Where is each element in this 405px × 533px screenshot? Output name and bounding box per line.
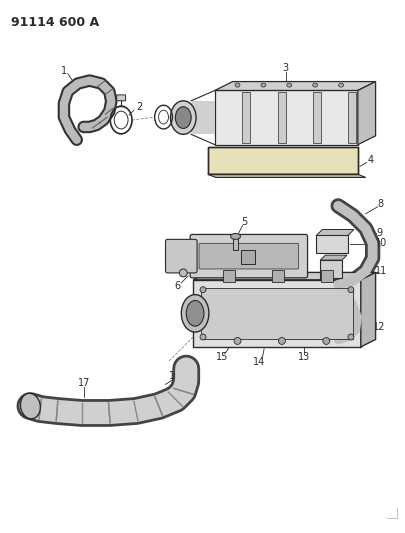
- Bar: [316, 236, 348, 253]
- Ellipse shape: [200, 287, 206, 293]
- Ellipse shape: [234, 337, 241, 344]
- Bar: [232, 237, 239, 250]
- Polygon shape: [358, 82, 375, 144]
- Ellipse shape: [20, 393, 40, 419]
- Polygon shape: [193, 272, 375, 280]
- Ellipse shape: [313, 83, 318, 87]
- FancyBboxPatch shape: [199, 244, 298, 269]
- Text: 10: 10: [375, 238, 388, 248]
- Bar: [243, 92, 250, 143]
- Ellipse shape: [230, 233, 241, 239]
- Polygon shape: [208, 174, 366, 177]
- Text: 5: 5: [241, 216, 247, 227]
- Polygon shape: [361, 272, 375, 347]
- Text: 13: 13: [297, 352, 310, 362]
- Text: 9: 9: [377, 229, 383, 238]
- Bar: [208, 147, 358, 174]
- Ellipse shape: [348, 287, 354, 293]
- Text: 12: 12: [373, 322, 386, 332]
- Ellipse shape: [186, 301, 204, 326]
- Bar: [208, 147, 358, 174]
- Bar: [272, 270, 284, 282]
- Text: 91114 600 A: 91114 600 A: [11, 17, 99, 29]
- Text: 7: 7: [246, 264, 252, 274]
- Ellipse shape: [323, 337, 330, 344]
- Text: 6: 6: [174, 281, 180, 290]
- Ellipse shape: [287, 83, 292, 87]
- Bar: [215, 91, 358, 144]
- Text: 8: 8: [377, 199, 384, 209]
- Text: 2: 2: [136, 102, 142, 112]
- FancyBboxPatch shape: [117, 95, 126, 101]
- Ellipse shape: [171, 101, 196, 134]
- Ellipse shape: [181, 295, 209, 332]
- Bar: [320, 260, 342, 278]
- Ellipse shape: [279, 337, 286, 344]
- Bar: [321, 270, 333, 282]
- Polygon shape: [320, 255, 347, 260]
- FancyBboxPatch shape: [166, 239, 197, 273]
- Polygon shape: [316, 230, 354, 236]
- Polygon shape: [215, 82, 375, 91]
- Ellipse shape: [261, 83, 266, 87]
- FancyBboxPatch shape: [190, 235, 307, 278]
- Text: 3: 3: [283, 63, 289, 73]
- Bar: [277, 92, 286, 143]
- Text: 15: 15: [215, 352, 228, 362]
- Text: 1: 1: [61, 66, 67, 76]
- Ellipse shape: [339, 83, 343, 87]
- Text: 11: 11: [375, 266, 388, 276]
- Ellipse shape: [179, 269, 187, 277]
- Bar: [193, 280, 361, 347]
- Text: 17: 17: [77, 378, 90, 389]
- Bar: [348, 92, 356, 143]
- Text: 14: 14: [253, 357, 265, 367]
- Text: 4: 4: [368, 156, 374, 165]
- Bar: [201, 288, 353, 339]
- Ellipse shape: [175, 107, 191, 128]
- Ellipse shape: [235, 83, 240, 87]
- Text: 16: 16: [169, 372, 181, 382]
- Ellipse shape: [200, 334, 206, 340]
- Bar: [313, 92, 321, 143]
- Bar: [223, 270, 234, 282]
- Bar: [241, 250, 255, 264]
- Ellipse shape: [348, 334, 354, 340]
- Bar: [191, 101, 215, 134]
